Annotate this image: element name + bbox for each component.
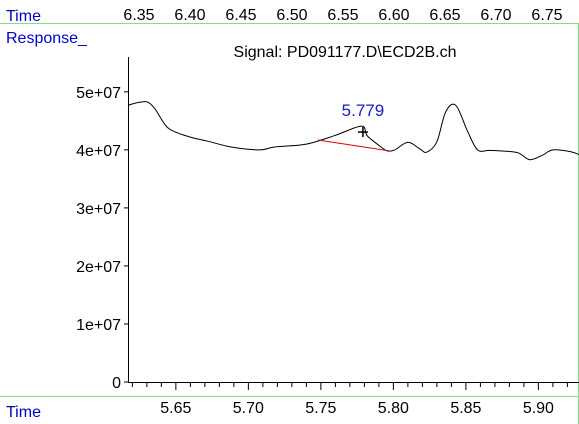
signal-title: Signal: PD091177.D\ECD2B.ch xyxy=(234,44,457,61)
top-tick-label: 6.60 xyxy=(378,7,409,24)
top-tick-label: 6.75 xyxy=(531,7,562,24)
top-tick-label: 6.35 xyxy=(123,7,154,24)
x-axis-ticks: 5.65 5.70 5.75 5.80 5.85 5.90 xyxy=(131,382,568,417)
top-tick-label: 6.50 xyxy=(276,7,307,24)
top-tick-label: 6.40 xyxy=(174,7,205,24)
top-axis-ticks: 6.35 6.40 6.45 6.50 6.55 6.60 6.65 6.70 6.75 xyxy=(123,7,562,24)
response-axis-label: Response_ xyxy=(6,30,88,47)
x-tick-label: 5.70 xyxy=(233,400,264,417)
y-tick-label: 3e+07 xyxy=(76,201,121,218)
x-tick-label: 5.75 xyxy=(305,400,336,417)
top-tick-label: 6.45 xyxy=(225,7,256,24)
x-tick-label: 5.80 xyxy=(378,400,409,417)
signal-trace xyxy=(127,101,579,161)
x-tick-label: 5.65 xyxy=(160,400,191,417)
y-tick-label: 5e+07 xyxy=(76,85,121,102)
plot-area: 5.779 xyxy=(127,101,579,161)
x-tick-label: 5.90 xyxy=(523,400,554,417)
y-tick-label: 4e+07 xyxy=(76,143,121,160)
integration-baseline xyxy=(317,139,391,152)
top-tick-label: 6.55 xyxy=(327,7,358,24)
bottom-time-label: Time xyxy=(6,404,41,421)
peak-label: 5.779 xyxy=(342,101,385,120)
top-tick-label: 6.65 xyxy=(429,7,460,24)
x-tick-label: 5.85 xyxy=(450,400,481,417)
top-time-label: Time xyxy=(6,8,41,25)
top-tick-label: 6.70 xyxy=(480,7,511,24)
y-tick-label: 2e+07 xyxy=(76,259,121,276)
y-axis-ticks: 0 1e+07 2e+07 3e+07 4e+07 5e+07 xyxy=(76,85,128,392)
y-tick-label: 0 xyxy=(112,375,121,392)
y-tick-label: 1e+07 xyxy=(76,317,121,334)
